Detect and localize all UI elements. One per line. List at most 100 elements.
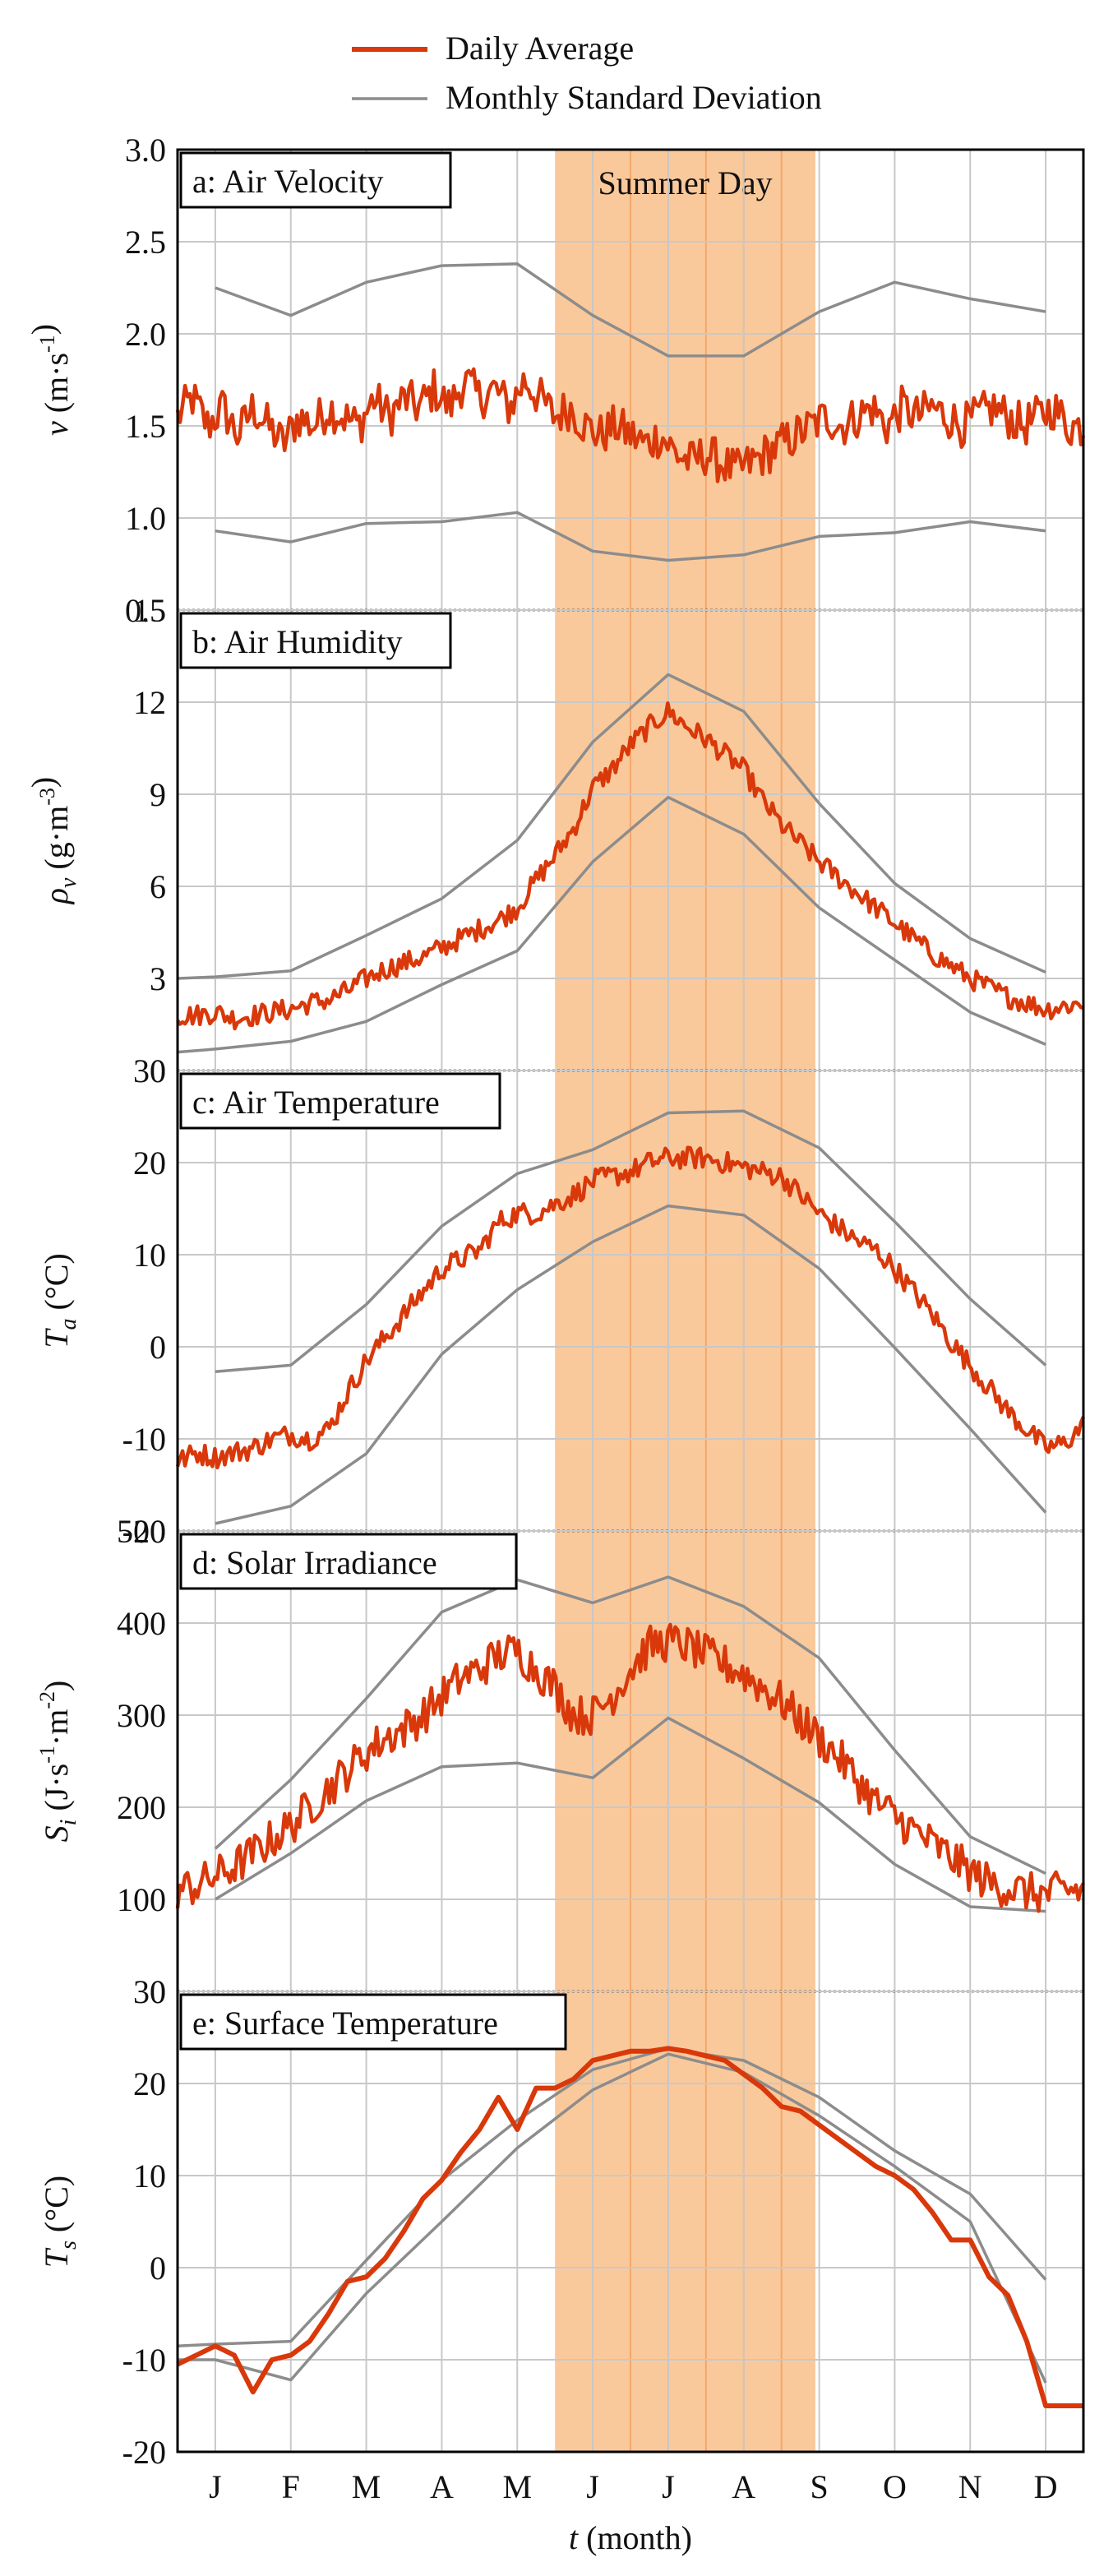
x-tick-label: M (502, 2468, 532, 2505)
y-axis-unit-close: ) (38, 1681, 75, 1691)
y-tick-label: -10 (122, 1421, 166, 1458)
std-lower-line (214, 1716, 1046, 1913)
y-tick-label: 3 (150, 960, 166, 997)
panel-5: -20 -10 0 10 20 30 e: Surface Temperature Ts (°… (38, 1973, 1083, 2471)
std-upper-line (177, 673, 1046, 980)
y-tick-label: 1.5 (125, 408, 166, 445)
y-tick-label: 3.0 (125, 132, 166, 169)
summer-band-label: Summer Day (598, 164, 772, 201)
y-axis-unit-close: ) (38, 1253, 75, 1264)
std-upper-line (214, 1575, 1046, 1875)
y-axis-var: v (38, 421, 75, 436)
y-tick-label: 20 (133, 2065, 166, 2102)
panel-title-box (179, 1072, 501, 1130)
y-tick-label: 30 (133, 1973, 166, 2010)
y-tick-label: 0 (150, 1052, 166, 1089)
y-tick-label: 0 (150, 1329, 166, 1366)
std-upper-line (215, 1109, 1047, 1373)
y-axis-sup: -1 (35, 1746, 59, 1764)
y-axis-unit-open: (g·m (38, 806, 75, 878)
daily-average-line (175, 1622, 1085, 1913)
y-axis-sub: s (56, 2241, 81, 2250)
std-lower-line (177, 795, 1046, 1054)
panel-title: b: Air Humidity (192, 623, 403, 660)
x-tick-label: F (282, 2468, 300, 2505)
x-tick-label: J (209, 2468, 222, 2505)
y-tick-label: 10 (133, 1237, 166, 1274)
panel-4: 0 100 200 300 400 500 d: Solar Irradiance Si (J… (35, 1513, 1085, 2010)
x-tick-label: O (883, 2468, 907, 2505)
y-tick-label: 200 (117, 1789, 166, 1826)
y-tick-label: -10 (122, 2342, 166, 2379)
legend-daily-label: Daily Average (446, 30, 634, 67)
y-tick-label: 400 (117, 1605, 166, 1642)
y-axis-unit-open: (m·s (38, 353, 75, 421)
y-axis-unit-rest: ·m (38, 1709, 75, 1746)
y-axis-sub: v (56, 877, 81, 888)
panel-title-box (179, 1993, 567, 2051)
y-axis-unit-open: (°C (38, 1265, 75, 1319)
y-tick-label: 9 (150, 776, 166, 813)
y-axis-var: T (38, 2247, 75, 2268)
panel-title-box (179, 1533, 518, 1590)
y-axis-var: T (38, 1328, 75, 1348)
panel-3: -20 -10 0 10 20 30 c: Air Temperature Ta (°C) (38, 1052, 1086, 1550)
vertical-gridlines (214, 150, 1047, 2452)
y-tick-label: 20 (133, 1145, 166, 1182)
panel-title: e: Surface Temperature (192, 2005, 498, 2042)
y-axis-var: S (38, 1825, 75, 1842)
std-upper-line (177, 2046, 1047, 2347)
std-lower-line (215, 511, 1046, 562)
y-axis-unit-open: (J·s (38, 1764, 75, 1820)
legend-std-label: Monthly Standard Deviation (446, 79, 822, 116)
panel-2: 0 3 6 9 12 15 b: Air Humidity ρv (g·m-3) (25, 592, 1084, 1089)
y-tick-label: 300 (117, 1697, 166, 1734)
y-tick-label: 500 (117, 1513, 166, 1550)
legend: Daily Average Monthly Standard Deviation (352, 30, 822, 116)
y-tick-label: 10 (133, 2157, 166, 2194)
panel-title-box (179, 151, 452, 209)
y-axis-label: Si (J·s-1·m-2) (35, 1681, 81, 1843)
y-tick-label: 2.5 (125, 224, 166, 261)
y-axis-label: Ta (°C) (38, 1253, 81, 1348)
y-axis-label: Ts (°C) (38, 2176, 81, 2268)
y-axis-sup: -1 (35, 335, 59, 353)
panel-title-box (179, 612, 452, 669)
std-lower-line (178, 2052, 1047, 2384)
panel-title: c: Air Temperature (192, 1084, 440, 1121)
panel-title: d: Solar Irradiance (192, 1544, 437, 1581)
summer-band (555, 150, 815, 2452)
std-lower-line (215, 1204, 1047, 1525)
y-axis-var: ρ (38, 888, 75, 905)
x-tick-label: S (810, 2468, 828, 2505)
y-tick-label: 30 (133, 1052, 166, 1089)
y-axis-sup-2: -2 (35, 1691, 59, 1709)
y-tick-label: -20 (122, 2434, 166, 2471)
y-axis-unit-close: ) (38, 2176, 75, 2186)
y-tick-label: -20 (122, 1513, 166, 1550)
x-axis-var: t (569, 2519, 579, 2556)
y-tick-label: 100 (117, 1881, 166, 1918)
x-tick-label: M (352, 2468, 381, 2505)
summer-band-group: Summer Day (555, 150, 815, 2452)
daily-average-line (176, 701, 1084, 1031)
y-tick-label: 15 (133, 592, 166, 629)
x-tick-label: A (732, 2468, 755, 2505)
x-axis: J F M A M J J A S O N Dt (month) (209, 2468, 1057, 2556)
x-tick-label: J (662, 2468, 675, 2505)
daily-average-line (176, 2046, 1083, 2408)
x-tick-label: J (586, 2468, 599, 2505)
y-tick-label: 12 (133, 684, 166, 721)
y-tick-label: 0.5 (125, 592, 166, 629)
y-tick-label: 1.0 (125, 500, 166, 537)
y-axis-sub: a (56, 1319, 81, 1330)
panel-1: 0.5 1.0 1.5 2.0 2.5 3.0 a: Air Velocity v (m·s-… (25, 132, 1086, 629)
y-axis-sup: -3 (35, 788, 59, 806)
y-tick-label: 2.0 (125, 316, 166, 353)
daily-average-line (175, 1145, 1086, 1470)
daily-average-line (175, 367, 1086, 483)
y-tick-label: 0 (150, 2250, 166, 2287)
panel-title: a: Air Velocity (192, 163, 384, 200)
